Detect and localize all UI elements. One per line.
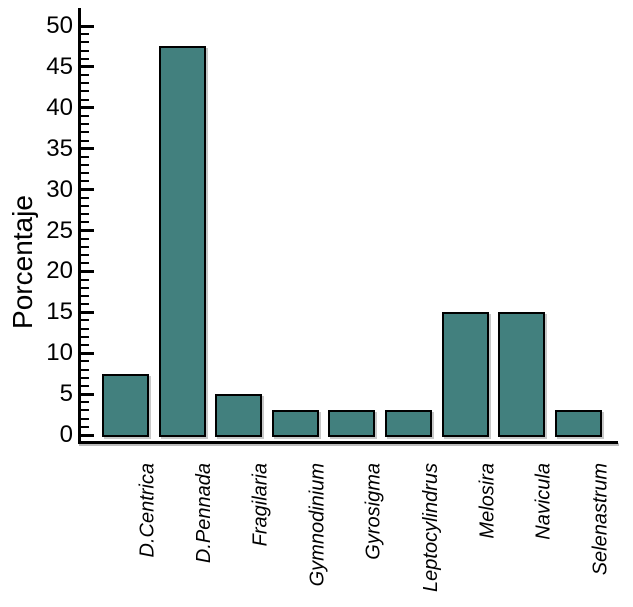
x-category-label: Gyrosigma bbox=[362, 463, 385, 560]
y-tick-label: 0 bbox=[59, 421, 73, 448]
y-axis-line bbox=[78, 8, 81, 444]
x-category-label: Fragilaria bbox=[249, 463, 272, 547]
y-minor-tick bbox=[81, 139, 89, 142]
y-minor-tick bbox=[81, 425, 89, 428]
y-tick-label: 5 bbox=[59, 380, 73, 408]
y-minor-tick bbox=[81, 33, 89, 36]
y-minor-tick bbox=[81, 409, 89, 412]
bar-D.Pennada bbox=[158, 46, 206, 437]
y-major-tick bbox=[81, 351, 94, 355]
y-minor-tick bbox=[81, 303, 89, 306]
y-minor-tick bbox=[81, 278, 89, 281]
x-category-label: Navicula bbox=[532, 463, 555, 540]
y-minor-tick bbox=[81, 172, 89, 175]
y-tick-label: 45 bbox=[46, 52, 73, 80]
y-major-tick bbox=[81, 269, 94, 273]
x-category-label: Selenastrum bbox=[589, 463, 612, 576]
y-minor-tick bbox=[81, 114, 89, 117]
y-major-tick bbox=[81, 229, 94, 232]
y-minor-tick bbox=[81, 294, 89, 297]
bar-Navicula bbox=[498, 312, 546, 437]
y-major-tick bbox=[81, 188, 94, 192]
bar-Leptocylindrus bbox=[385, 410, 432, 437]
x-category-label: Gymnodinium bbox=[306, 463, 329, 587]
y-tick-label: 30 bbox=[46, 175, 73, 203]
y-tick-label: 10 bbox=[46, 339, 73, 367]
y-minor-tick bbox=[81, 254, 89, 257]
y-tick-label: 40 bbox=[46, 93, 73, 121]
y-minor-tick bbox=[81, 360, 89, 363]
x-category-label: Melosira bbox=[476, 463, 499, 539]
x-axis-line bbox=[78, 441, 618, 444]
bar-D.Centrica bbox=[102, 373, 149, 437]
y-minor-tick bbox=[81, 74, 89, 77]
y-minor-tick bbox=[81, 262, 89, 265]
y-minor-tick bbox=[81, 417, 89, 420]
y-minor-tick bbox=[81, 164, 89, 167]
x-category-label: Leptocylindrus bbox=[419, 463, 442, 592]
y-minor-tick bbox=[81, 123, 89, 126]
y-minor-tick bbox=[81, 90, 89, 93]
y-minor-tick bbox=[81, 57, 89, 60]
y-major-tick bbox=[81, 310, 94, 314]
y-major-tick bbox=[81, 433, 94, 437]
y-major-tick bbox=[81, 106, 94, 110]
y-major-tick bbox=[81, 65, 94, 69]
y-tick-label: 20 bbox=[46, 257, 73, 285]
bar-Gymnodinium bbox=[271, 410, 319, 437]
y-minor-tick bbox=[81, 335, 89, 338]
y-minor-tick bbox=[81, 376, 89, 379]
bar-Melosira bbox=[441, 312, 489, 437]
y-minor-tick bbox=[81, 344, 89, 347]
bar-Fragilaria bbox=[215, 394, 263, 437]
y-minor-tick bbox=[81, 82, 89, 85]
y-minor-tick bbox=[81, 368, 89, 371]
y-minor-tick bbox=[81, 41, 89, 44]
y-minor-tick bbox=[81, 327, 89, 330]
y-minor-tick bbox=[81, 49, 89, 52]
bar-Selenastrum bbox=[554, 410, 602, 437]
x-category-label: D.Pennada bbox=[193, 463, 216, 564]
y-minor-tick bbox=[81, 180, 89, 183]
y-major-tick bbox=[81, 24, 94, 28]
y-major-tick bbox=[81, 392, 94, 396]
y-minor-tick bbox=[81, 401, 89, 404]
y-minor-tick bbox=[81, 98, 89, 101]
y-minor-tick bbox=[81, 155, 89, 158]
y-minor-tick bbox=[81, 384, 89, 387]
y-tick-label: 25 bbox=[46, 216, 73, 244]
y-minor-tick bbox=[81, 245, 89, 248]
y-minor-tick bbox=[81, 221, 89, 224]
y-tick-label: 35 bbox=[46, 134, 73, 162]
x-category-label: D.Centrica bbox=[136, 463, 159, 558]
y-minor-tick bbox=[81, 286, 89, 289]
y-minor-tick bbox=[81, 237, 89, 240]
bar-Gyrosigma bbox=[328, 410, 376, 437]
y-minor-tick bbox=[81, 204, 89, 207]
y-minor-tick bbox=[81, 196, 89, 199]
y-minor-tick bbox=[81, 131, 89, 134]
y-tick-label: 50 bbox=[46, 12, 73, 39]
y-minor-tick bbox=[81, 213, 89, 216]
y-tick-label: 15 bbox=[46, 298, 73, 326]
y-major-tick bbox=[81, 147, 94, 151]
y-minor-tick bbox=[81, 319, 89, 322]
